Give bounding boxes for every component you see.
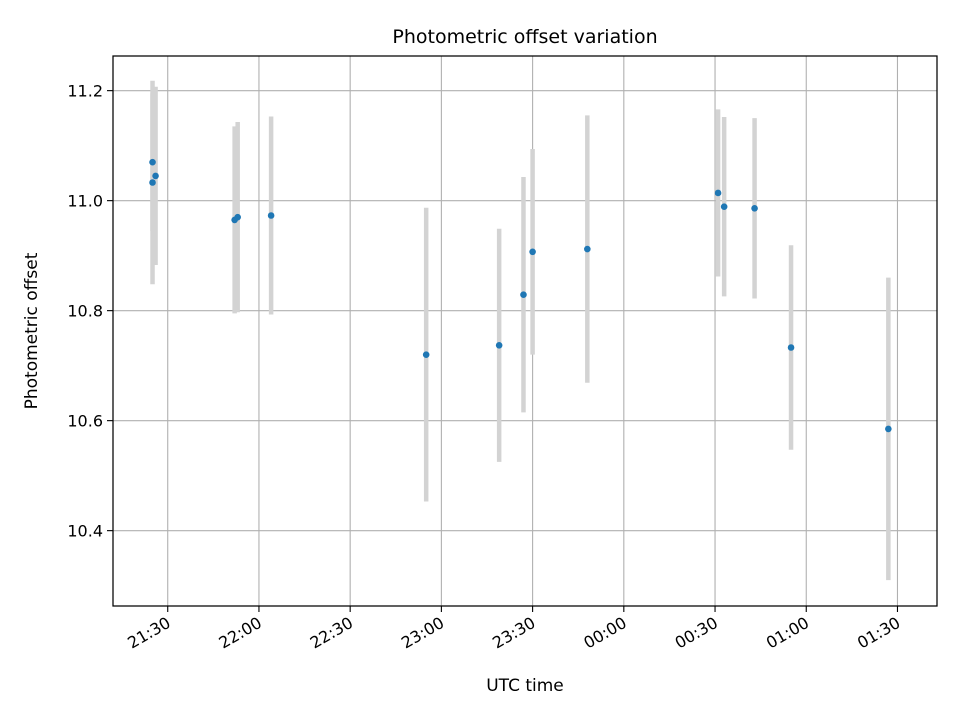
data-point <box>751 205 758 212</box>
data-point <box>152 172 159 180</box>
data-point <box>720 203 728 210</box>
y-tick-label: 10.4 <box>67 522 103 541</box>
data-point <box>149 179 156 186</box>
data-point <box>234 213 241 221</box>
y-axis-ticks: 10.4 10.6 10.8 11.0 11.2 <box>67 82 113 541</box>
y-tick-label: 10.6 <box>67 412 103 431</box>
data-point <box>529 248 536 256</box>
data-point <box>885 425 892 433</box>
data-point <box>714 189 722 197</box>
data-point <box>584 245 591 253</box>
chart-title: Photometric offset variation <box>392 26 657 48</box>
data-point <box>495 342 503 349</box>
y-axis-title: Photometric offset <box>22 252 42 409</box>
data-point <box>787 344 795 351</box>
plot-frame <box>112 55 938 607</box>
y-tick-label: 10.8 <box>67 302 103 321</box>
data-points <box>149 158 892 433</box>
data-point <box>149 158 156 166</box>
data-point <box>422 351 430 358</box>
y-tick-label: 11.0 <box>67 192 103 211</box>
data-point <box>520 291 527 299</box>
y-tick-label: 11.2 <box>67 82 103 101</box>
x-axis-title: UTC time <box>486 676 564 696</box>
data-point <box>267 212 275 219</box>
